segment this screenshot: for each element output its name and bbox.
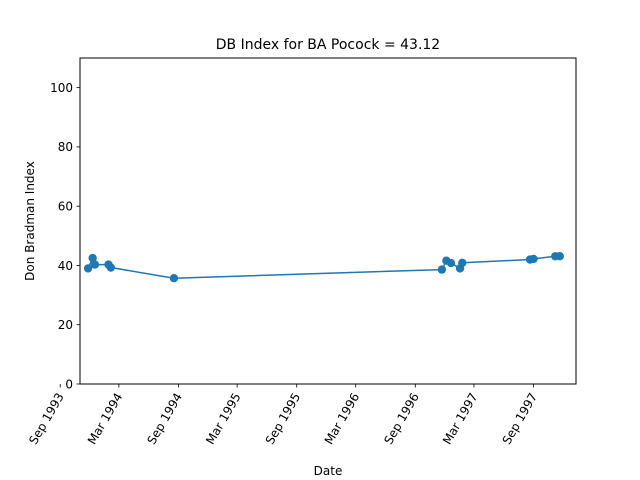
plot-area [79,57,577,385]
data-point [458,258,467,267]
y-tick-label: 80 [58,140,73,154]
data-point [446,258,456,268]
x-tick-label: Sep 1996 [381,391,422,447]
x-tick-label: Sep 1995 [263,391,304,447]
data-point [88,253,97,263]
data-point [90,260,100,269]
data-point [555,252,565,261]
y-axis: 0 20 40 60 80 100 [50,81,80,391]
x-axis: Sep 1993 Mar 1994 Sep 1994 Mar 1995 Sep 1995… [26,384,540,447]
data-point [437,265,447,274]
x-tick-label: Mar 1997 [440,391,481,447]
x-tick-label: Sep 1997 [500,391,541,447]
y-tick-label: 60 [58,199,73,213]
x-tick-label: Mar 1994 [85,391,126,447]
data-point [529,254,538,264]
y-axis-label: Don Bradman Index [23,161,37,281]
x-axis-label: Date [314,464,343,478]
data-point [169,273,179,283]
plot-frame [79,57,577,385]
x-tick-label: Sep 1993 [26,391,67,447]
y-tick-label: 20 [58,318,73,332]
chart-title: DB Index for BA Pocock = 43.12 [216,37,440,53]
x-tick-label: Sep 1994 [144,391,185,447]
y-tick-label: 0 [65,377,73,391]
x-tick-label: Mar 1995 [203,391,244,447]
data-point [106,263,115,272]
series-layer [83,252,565,283]
y-tick-label: 100 [50,81,73,95]
data-point [83,264,93,273]
y-tick-label: 40 [58,259,73,273]
x-tick-label: Mar 1996 [322,391,363,447]
